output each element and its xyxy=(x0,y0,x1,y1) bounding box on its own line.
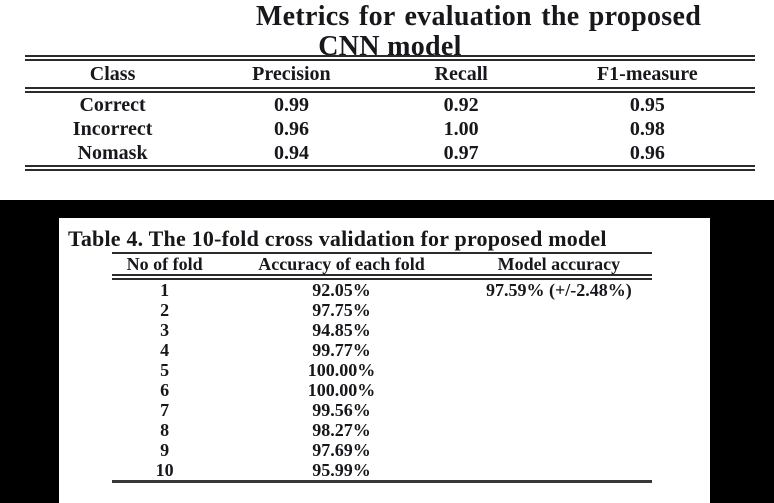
cell-f1: 0.95 xyxy=(629,94,665,116)
table-row: 6 100.00% xyxy=(112,380,652,400)
metrics-table-title-line2: CNN model xyxy=(318,31,462,62)
cell-f1: 0.98 xyxy=(629,118,665,140)
cell-model-accuracy xyxy=(466,460,652,482)
table-row: Nomask 0.94 0.97 0.96 xyxy=(25,141,755,168)
cell-accuracy: 99.56% xyxy=(312,400,371,420)
cell-fold: 8 xyxy=(160,420,170,440)
table-row: 8 98.27% xyxy=(112,420,652,440)
cell-accuracy: 97.75% xyxy=(312,300,371,320)
cell-accuracy: 100.00% xyxy=(307,380,376,400)
cell-recall: 0.92 xyxy=(443,94,479,116)
fold-header-no-of-fold: No of fold xyxy=(126,254,203,274)
cell-model-accuracy xyxy=(466,300,652,320)
metrics-header-row: Class Precision Recall F1-measure xyxy=(25,58,755,90)
cell-model-accuracy xyxy=(466,400,652,420)
table-row: 3 94.85% xyxy=(112,320,652,340)
cell-fold: 3 xyxy=(160,320,170,340)
cell-model-accuracy: 97.59% (+/-2.48%) xyxy=(485,280,632,300)
cell-accuracy: 97.69% xyxy=(312,440,371,460)
cell-accuracy: 92.05% xyxy=(312,280,371,300)
cell-model-accuracy xyxy=(466,340,652,360)
cell-recall: 1.00 xyxy=(443,118,479,140)
cell-accuracy: 94.85% xyxy=(312,320,371,340)
cell-accuracy: 100.00% xyxy=(307,360,376,380)
cell-model-accuracy xyxy=(466,360,652,380)
cell-fold: 1 xyxy=(160,280,170,300)
cell-fold: 10 xyxy=(155,460,174,480)
table-row: 4 99.77% xyxy=(112,340,652,360)
cell-fold: 7 xyxy=(160,400,170,420)
table-row: 2 97.75% xyxy=(112,300,652,320)
cell-fold: 9 xyxy=(160,440,170,460)
cell-recall: 0.97 xyxy=(443,142,479,164)
table-row: Correct 0.99 0.92 0.95 xyxy=(25,90,755,117)
fold-table-caption: Table 4. The 10-fold cross validation fo… xyxy=(68,226,607,251)
metrics-table: Class Precision Recall F1-measure Correc… xyxy=(25,55,755,171)
cell-accuracy: 99.77% xyxy=(312,340,371,360)
cell-f1: 0.96 xyxy=(629,142,665,164)
fold-header-accuracy: Accuracy of each fold xyxy=(258,254,425,274)
cell-class: Correct xyxy=(79,94,146,116)
cell-model-accuracy xyxy=(466,420,652,440)
cell-class: Incorrect xyxy=(72,118,153,140)
metrics-table-title-line1: Metrics for evaluation the proposed xyxy=(255,1,702,32)
cell-accuracy: 98.27% xyxy=(312,420,371,440)
table-row: Incorrect 0.96 1.00 0.98 xyxy=(25,117,755,141)
metrics-header-class: Class xyxy=(89,63,136,85)
fold-table: No of fold Accuracy of each fold Model a… xyxy=(112,252,652,483)
cell-fold: 5 xyxy=(160,360,170,380)
cell-precision: 0.94 xyxy=(273,142,309,164)
fold-header-model-accuracy: Model accuracy xyxy=(497,254,621,274)
table-row: 7 99.56% xyxy=(112,400,652,420)
cell-model-accuracy xyxy=(466,380,652,400)
cell-fold: 4 xyxy=(160,340,170,360)
cell-accuracy: 95.99% xyxy=(312,460,371,480)
table-row: 9 97.69% xyxy=(112,440,652,460)
metrics-header-f1-measure: F1-measure xyxy=(596,63,698,85)
cell-precision: 0.96 xyxy=(273,118,309,140)
fold-header-row: No of fold Accuracy of each fold Model a… xyxy=(112,253,652,277)
table-row: 1 92.05% 97.59% (+/-2.48%) xyxy=(112,277,652,300)
cell-fold: 6 xyxy=(160,380,170,400)
table-row: 5 100.00% xyxy=(112,360,652,380)
fold-table-panel: Table 4. The 10-fold cross validation fo… xyxy=(59,218,710,503)
cell-fold: 2 xyxy=(160,300,170,320)
metrics-header-recall: Recall xyxy=(434,63,488,85)
table-row: 10 95.99% xyxy=(112,460,652,482)
metrics-header-precision: Precision xyxy=(252,63,331,85)
cell-class: Nomask xyxy=(77,142,148,164)
cell-model-accuracy xyxy=(466,320,652,340)
cell-precision: 0.99 xyxy=(273,94,309,116)
cell-model-accuracy xyxy=(466,440,652,460)
